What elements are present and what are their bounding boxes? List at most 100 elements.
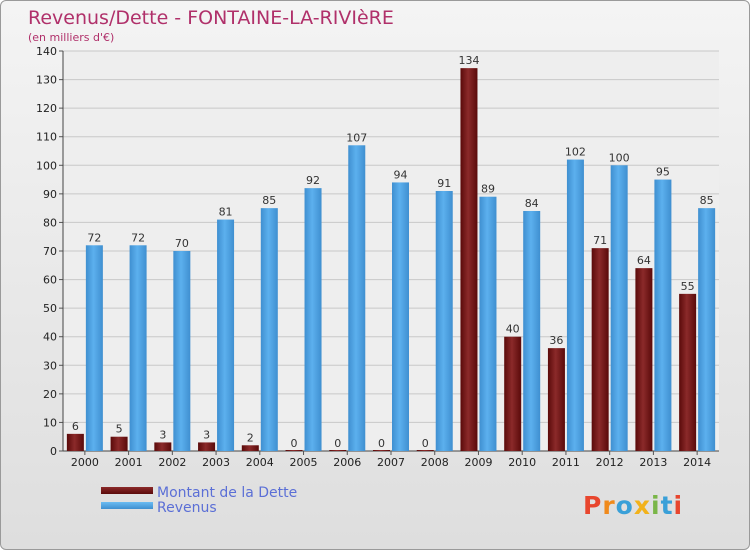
y-tick-label: 120 [36,102,57,115]
bar-dette-value: 0 [334,437,341,450]
bar-revenus [348,145,366,452]
bar-dette [329,450,347,451]
logo-letter: i [651,491,661,520]
x-tick-label: 2001 [115,456,143,469]
x-tick-label: 2009 [464,456,492,469]
bar-dette-value: 2 [247,431,254,444]
bar-revenus-value: 70 [175,237,189,250]
x-tick-label: 2003 [202,456,230,469]
bar-dette [416,450,434,451]
x-tick-label: 2000 [71,456,99,469]
logo-letter: P [583,491,603,520]
bar-revenus-value: 95 [656,166,670,179]
bar-revenus [129,245,147,451]
chart-title: Revenus/Dette - FONTAINE-LA-RIVIèRE [28,7,394,29]
bar-dette [373,450,390,451]
y-tick-label: 60 [43,274,57,287]
bar-revenus [479,196,497,451]
legend-swatch-dette [101,487,153,494]
bar-dette-value: 0 [422,437,429,450]
bar-dette-value: 3 [159,428,166,441]
x-tick-label: 2002 [158,456,186,469]
y-tick-label: 30 [43,359,57,372]
y-tick-label: 0 [50,445,57,458]
x-tick-label: 2005 [290,456,318,469]
chart-subtitle: (en milliers d'€) [28,31,115,44]
bar-dette [154,442,172,451]
x-tick-label: 2011 [552,456,580,469]
bar-dette [285,450,303,451]
bar-dette-value: 3 [203,428,210,441]
y-tick-label: 140 [36,45,57,58]
bar-dette [241,445,259,451]
logo-letter: o [615,491,634,520]
bar-revenus-value: 81 [219,206,233,219]
y-tick-label: 130 [36,74,57,87]
bar-dette-value: 5 [116,423,123,436]
bar-dette-value: 0 [291,437,298,450]
bar-revenus-value: 72 [87,231,101,244]
bar-revenus-value: 100 [609,151,630,164]
bar-revenus-value: 85 [700,194,714,207]
bar-revenus-value: 107 [346,131,367,144]
bar-dette-value: 36 [549,334,563,347]
bar-revenus [523,211,541,451]
bar-dette-value: 64 [637,254,651,267]
bar-dette-value: 0 [378,437,385,450]
bar-revenus-value: 85 [262,194,276,207]
bar-revenus [217,219,235,451]
y-tick-label: 110 [36,131,57,144]
bar-revenus [304,188,322,451]
y-tick-label: 20 [43,388,57,401]
y-tick-label: 90 [43,188,57,201]
x-tick-label: 2014 [683,456,711,469]
y-tick-label: 40 [43,331,57,344]
y-tick-label: 70 [43,245,57,258]
logo-letter: i [673,491,684,520]
logo-letter: x [633,491,651,520]
bar-revenus [610,165,628,452]
x-tick-label: 2004 [246,456,274,469]
bar-revenus-value: 84 [525,197,539,210]
bar-dette [679,293,697,451]
x-tick-label: 2010 [508,456,536,469]
bar-revenus-value: 94 [394,168,408,181]
proxiti-logo: Proxiti [583,491,683,520]
x-tick-label: 2013 [639,456,667,469]
legend-label-revenus: Revenus [157,500,217,516]
legend-swatch-revenus [101,502,153,509]
bar-dette-value: 6 [72,420,79,433]
bar-revenus-value: 92 [306,174,320,187]
bar-revenus [85,245,103,451]
bar-revenus [392,182,409,451]
y-tick-label: 80 [43,216,57,229]
bar-revenus-value: 91 [437,177,451,190]
y-tick-label: 100 [36,159,57,172]
logo-letter: r [602,491,616,520]
bar-dette [460,68,478,452]
bar-dette-value: 55 [681,280,695,293]
x-tick-label: 2012 [596,456,624,469]
bar-revenus [566,159,584,452]
bar-dette [547,348,565,451]
bar-revenus-value: 102 [565,146,586,159]
bar-dette [198,442,216,451]
bar-revenus-value: 89 [481,183,495,196]
bar-dette-value: 71 [593,234,607,247]
bar-revenus [435,191,453,451]
bar-dette-value: 40 [506,323,520,336]
bar-dette [504,336,522,451]
bar-dette [110,436,128,451]
bar-dette [635,268,653,451]
bar-revenus-value: 72 [131,231,145,244]
x-tick-label: 2008 [421,456,449,469]
bar-revenus [698,208,716,451]
y-tick-label: 50 [43,302,57,315]
legend-label-dette: Montant de la Dette [157,485,298,501]
x-tick-label: 2007 [377,456,405,469]
x-tick-label: 2006 [333,456,361,469]
bar-revenus [654,179,672,452]
bar-dette [66,433,84,451]
